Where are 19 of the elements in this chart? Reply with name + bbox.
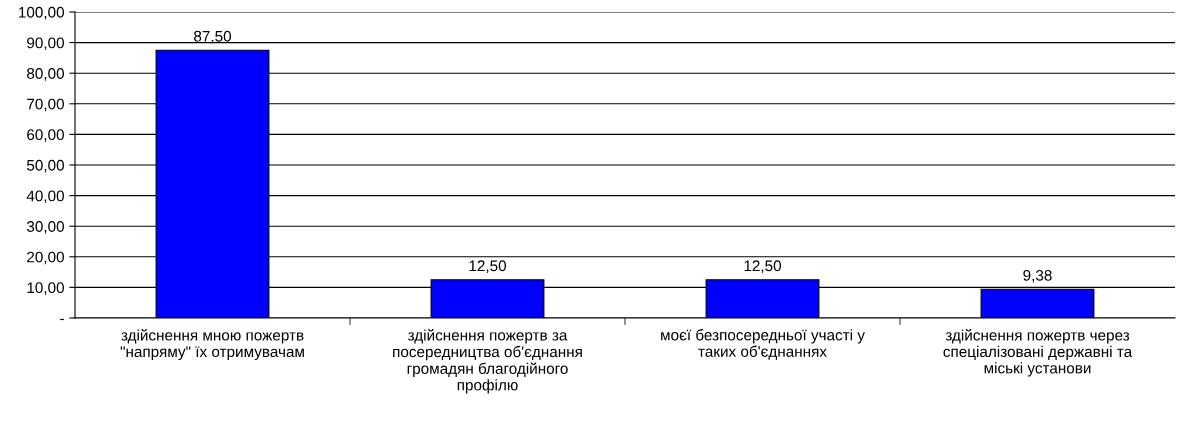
x-tick-label: здійснення мною пожертв "напряму" їх отримувачам <box>120 329 304 361</box>
y-tick-label: 80,00 <box>27 68 64 81</box>
y-tick-label: 60,00 <box>27 129 64 142</box>
data-label: 87,50 <box>194 30 232 44</box>
data-label: 9,38 <box>1023 269 1052 283</box>
data-label: 12,50 <box>744 260 782 273</box>
y-tick-label: 10,00 <box>27 282 64 295</box>
x-tick-label: здійснення пожертв через спеціалізовані державні та міські установи <box>943 329 1133 377</box>
y-tick-label: 30,00 <box>26 221 64 234</box>
y-tick-label: - <box>60 318 64 321</box>
x-tick-label: здійснення пожертв за посередництва об'єднання громадян благодійного профілю <box>393 329 582 394</box>
y-tick-label: 70,00 <box>27 98 64 112</box>
x-tick-label: моєї безпосередньої участі у таких об'єднаннях <box>661 329 865 360</box>
y-tick-label: 100,00 <box>19 6 64 20</box>
y-tick-label: 20,00 <box>27 251 64 265</box>
y-tick-label: 90,00 <box>27 37 64 51</box>
y-tick-label: 50,00 <box>26 159 64 173</box>
y-tick-label: 40,00 <box>26 190 64 204</box>
data-label: 12,50 <box>469 260 507 273</box>
